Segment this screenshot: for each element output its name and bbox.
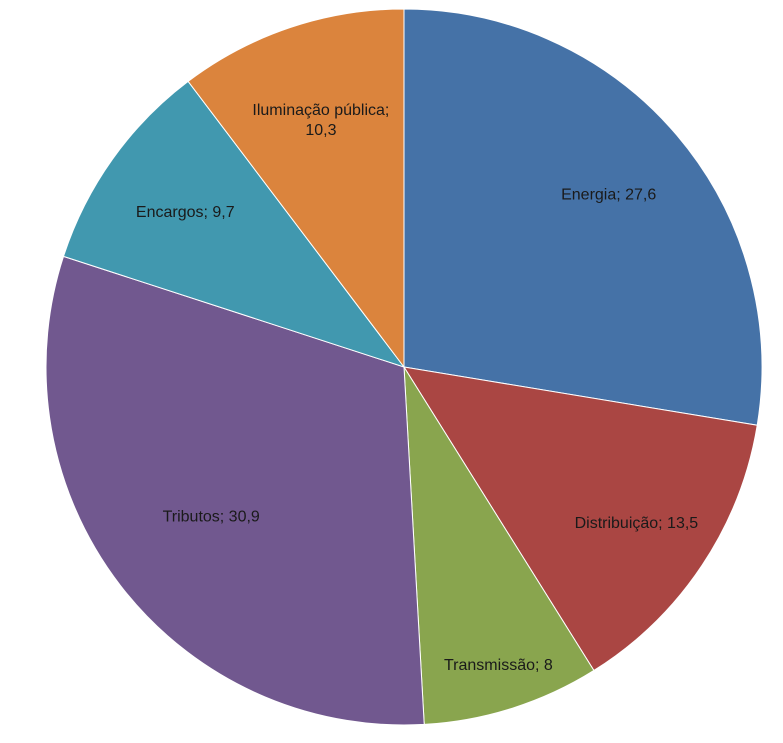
- pie-label-distribuicao: Distribuição; 13,5: [575, 515, 699, 532]
- pie-label-line: Distribuição; 13,5: [575, 515, 699, 532]
- pie-slices: [46, 9, 762, 725]
- pie-label-tributos: Tributos; 30,9: [163, 509, 260, 526]
- pie-label-line: Transmissão; 8: [444, 657, 553, 674]
- pie-label-line: Tributos; 30,9: [163, 509, 260, 526]
- pie-label-line: Energia; 27,6: [561, 186, 656, 203]
- pie-label-energia: Energia; 27,6: [561, 186, 656, 203]
- pie-label-line: 10,3: [305, 122, 336, 139]
- pie-label-encargos: Encargos; 9,7: [136, 204, 235, 221]
- pie-label-transmissao: Transmissão; 8: [444, 657, 553, 674]
- pie-label-line: Encargos; 9,7: [136, 204, 235, 221]
- pie-slice-energia: [404, 9, 762, 425]
- pie-label-line: Iluminação pública;: [252, 102, 389, 119]
